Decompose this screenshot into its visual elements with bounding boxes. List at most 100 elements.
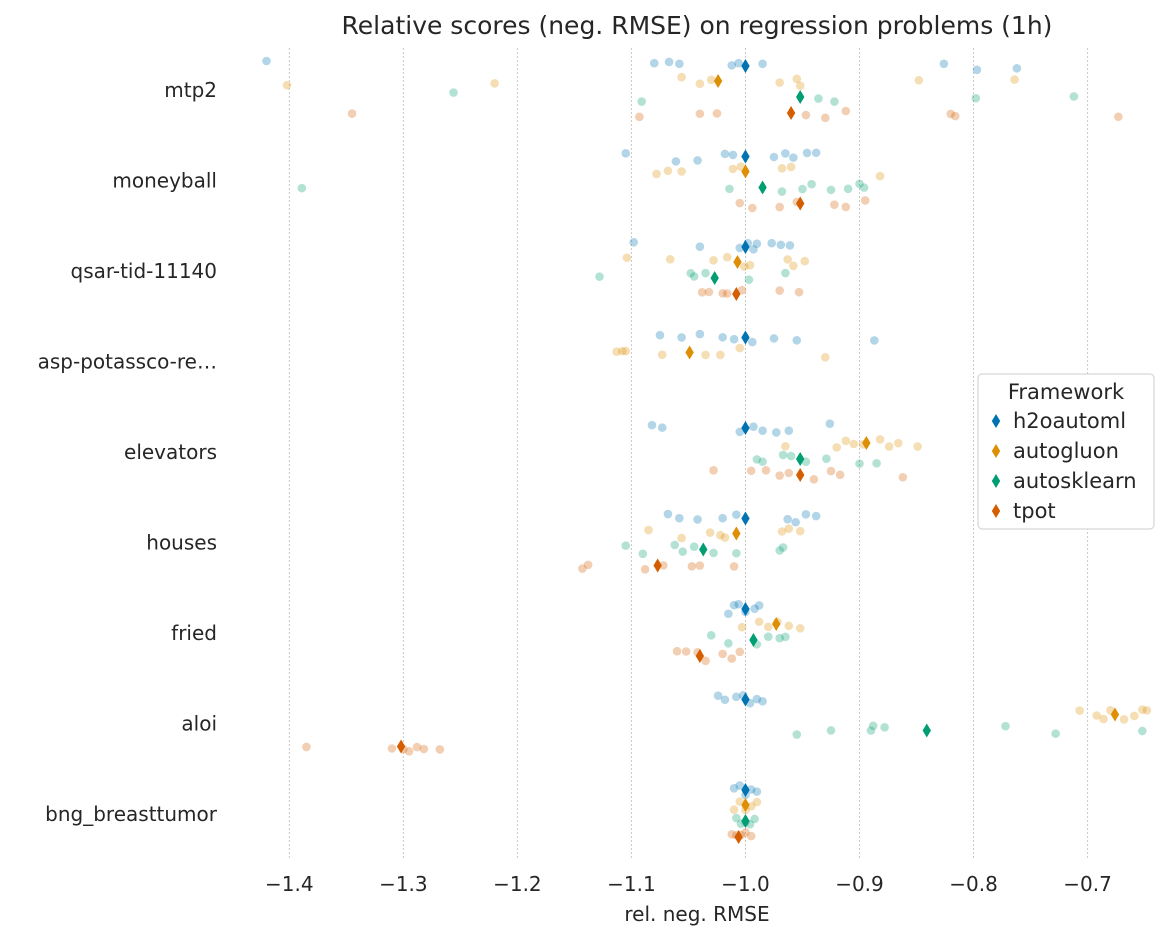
data-point (814, 94, 823, 103)
data-point (1075, 706, 1084, 715)
data-point (727, 830, 737, 839)
data-point (735, 343, 745, 353)
category-label: houses (146, 531, 217, 555)
category-labels: mtp2 moneyball qsar-tid-11140 asp-potassco-… (38, 78, 218, 826)
data-point (826, 185, 836, 195)
x-tick-label: −1.4 (265, 872, 314, 896)
data-point (722, 289, 732, 298)
data-point (681, 647, 691, 656)
data-point (387, 744, 397, 753)
data-point (792, 336, 802, 345)
data-point (758, 696, 767, 706)
legend-label: autogluon (1013, 439, 1119, 463)
mean-marker (741, 240, 750, 254)
data-point (716, 350, 725, 360)
data-point (1138, 705, 1147, 714)
data-point (866, 726, 876, 735)
data-point (720, 533, 730, 542)
data-point (657, 350, 667, 359)
data-point (783, 514, 792, 524)
category-label: asp-potassco-re… (38, 350, 217, 374)
data-point (781, 441, 790, 451)
legend: Framework h2oautoml autogluon autosklearn t… (977, 373, 1155, 530)
data-point (1051, 729, 1060, 738)
category-label: bng_breasttumor (45, 802, 218, 826)
data-point (789, 153, 798, 162)
mean-marker (741, 814, 750, 828)
mean-marker (741, 330, 750, 345)
data-point (706, 75, 716, 85)
legend-title: Framework (1008, 380, 1125, 404)
data-point (404, 746, 414, 756)
mean-marker (741, 602, 750, 616)
data-point (735, 243, 745, 253)
data-point (749, 245, 758, 254)
mean-marker (741, 511, 750, 526)
data-point (635, 112, 644, 122)
data-point (950, 111, 960, 121)
data-point (870, 336, 879, 345)
data-point (795, 526, 805, 536)
data-point (841, 436, 851, 446)
data-point (786, 162, 796, 172)
data-point (718, 649, 727, 659)
data-point (775, 633, 784, 643)
data-point (718, 288, 727, 298)
data-point (670, 540, 680, 550)
legend-marker (991, 414, 1001, 428)
data-point (729, 805, 739, 815)
data-point (1114, 112, 1123, 122)
data-point (741, 828, 750, 837)
data-point (830, 200, 839, 210)
data-point (746, 785, 756, 794)
data-point (664, 57, 674, 67)
data-point (769, 152, 779, 162)
data-point (801, 510, 811, 519)
category-label: aloi (181, 712, 217, 736)
mean-marker (741, 783, 750, 797)
data-point (825, 419, 835, 428)
data-point (737, 285, 747, 295)
data-point (720, 695, 730, 705)
legend-entries: h2oautoml autogluon autosklearn tpot (991, 409, 1137, 523)
data-point (647, 420, 657, 430)
data-point (775, 202, 784, 212)
data-point (704, 287, 714, 297)
data-point (689, 542, 699, 552)
data-point (752, 787, 762, 796)
data-point (754, 601, 764, 610)
data-point (859, 183, 869, 192)
mean-marker (772, 617, 781, 631)
data-point (843, 184, 853, 194)
x-tick-label: −0.9 (835, 872, 884, 896)
data-point (777, 187, 787, 196)
x-tick-label: −1.1 (607, 872, 656, 896)
data-point (763, 632, 773, 641)
data-point (809, 475, 819, 484)
data-point (822, 454, 831, 463)
data-point (875, 171, 885, 181)
data-point (835, 470, 845, 480)
data-point (622, 253, 632, 263)
data-point (769, 334, 779, 343)
data-point (784, 524, 794, 534)
data-point (659, 561, 668, 570)
data-point (490, 79, 499, 88)
mean-marker (741, 692, 750, 707)
data-point (709, 466, 718, 475)
data-point (655, 330, 665, 340)
data-point (749, 422, 758, 431)
means-layer (396, 59, 1120, 844)
data-point (638, 549, 648, 559)
data-point (706, 631, 716, 640)
data-point (737, 622, 747, 632)
x-tick-label: −1.2 (493, 872, 542, 896)
data-point (712, 109, 722, 118)
data-point (672, 646, 682, 656)
legend-marker (991, 444, 1001, 458)
data-point (665, 255, 675, 264)
data-point (675, 59, 684, 69)
data-point (783, 255, 792, 264)
mean-marker (732, 287, 741, 301)
data-point (695, 329, 705, 339)
